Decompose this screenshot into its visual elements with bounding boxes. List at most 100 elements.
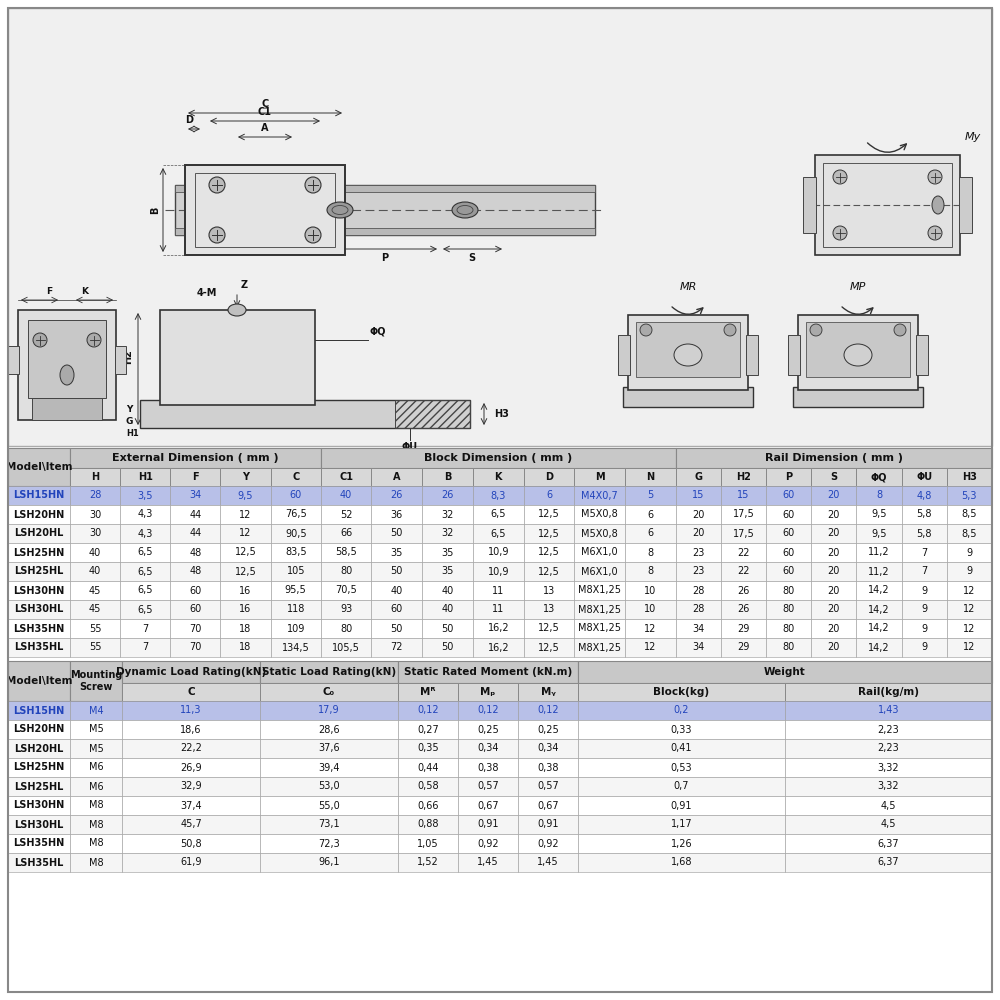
Text: 4,5: 4,5 — [881, 800, 896, 810]
Bar — [458, 739, 518, 758]
Bar — [321, 486, 371, 505]
Bar — [8, 543, 70, 562]
Text: LSH30HN: LSH30HN — [13, 585, 65, 595]
Text: 118: 118 — [287, 604, 305, 614]
Bar — [947, 524, 992, 543]
Bar — [70, 720, 122, 739]
Text: 9: 9 — [921, 585, 927, 595]
Text: 9: 9 — [966, 548, 972, 558]
Text: My: My — [965, 132, 981, 142]
Bar — [70, 661, 122, 701]
Text: 80: 80 — [783, 643, 795, 652]
Bar — [458, 683, 518, 701]
Bar — [766, 581, 811, 600]
Text: LSH35HN: LSH35HN — [13, 838, 65, 848]
Text: 4,3: 4,3 — [138, 528, 153, 538]
Text: M8: M8 — [89, 800, 103, 810]
Text: 12,5: 12,5 — [538, 624, 560, 634]
Bar — [70, 600, 120, 619]
Text: 0,67: 0,67 — [537, 800, 559, 810]
Text: 10,9: 10,9 — [488, 566, 509, 576]
Bar — [220, 600, 271, 619]
Text: 80: 80 — [783, 585, 795, 595]
Text: 5: 5 — [647, 490, 654, 500]
Text: 60: 60 — [189, 585, 202, 595]
Bar — [260, 777, 398, 796]
Bar — [959, 177, 972, 233]
Bar — [70, 581, 120, 600]
Text: 0,91: 0,91 — [537, 820, 559, 830]
Bar — [220, 505, 271, 524]
Bar — [721, 468, 766, 486]
Bar — [8, 581, 70, 600]
Bar — [785, 758, 992, 777]
Text: 28: 28 — [89, 490, 101, 500]
Bar — [115, 346, 126, 374]
Text: 20: 20 — [828, 566, 840, 576]
Bar — [578, 739, 785, 758]
Bar — [422, 581, 473, 600]
Bar — [524, 505, 574, 524]
Bar — [220, 543, 271, 562]
Text: 4-M: 4-M — [197, 288, 217, 298]
Text: M8: M8 — [89, 838, 103, 848]
Bar — [721, 486, 766, 505]
Text: 60: 60 — [783, 566, 795, 576]
Bar — [473, 581, 524, 600]
Text: LSH20HN: LSH20HN — [13, 724, 65, 734]
Bar — [524, 562, 574, 581]
Bar — [574, 581, 625, 600]
Circle shape — [833, 226, 847, 240]
Bar — [625, 600, 676, 619]
Bar — [70, 505, 120, 524]
Text: 20: 20 — [692, 528, 705, 538]
Text: 0,35: 0,35 — [417, 744, 439, 754]
Text: 80: 80 — [340, 566, 352, 576]
Bar — [676, 468, 721, 486]
Bar — [636, 322, 740, 377]
Bar — [120, 619, 170, 638]
Text: LSH35HN: LSH35HN — [13, 624, 65, 634]
Bar — [271, 505, 321, 524]
Text: H2: H2 — [736, 472, 751, 482]
Text: 40: 40 — [391, 585, 403, 595]
Text: M8X1,25: M8X1,25 — [578, 643, 621, 652]
Bar — [676, 581, 721, 600]
Text: Block Dimension ( mm ): Block Dimension ( mm ) — [424, 453, 572, 463]
Text: 20: 20 — [692, 510, 705, 520]
Bar — [856, 619, 902, 638]
Text: External Dimension ( mm ): External Dimension ( mm ) — [112, 453, 279, 463]
Bar — [170, 486, 220, 505]
Text: M5X0,8: M5X0,8 — [581, 528, 618, 538]
Bar — [856, 562, 902, 581]
Text: M5: M5 — [89, 724, 103, 734]
Text: 0,88: 0,88 — [417, 820, 439, 830]
Bar — [578, 815, 785, 834]
Text: C1: C1 — [258, 107, 272, 117]
Bar — [140, 400, 470, 428]
Text: 35: 35 — [441, 566, 454, 576]
Text: H2: H2 — [123, 350, 133, 364]
Text: 0,34: 0,34 — [537, 744, 559, 754]
Text: 0,44: 0,44 — [417, 762, 439, 772]
Bar — [721, 562, 766, 581]
Text: 6,5: 6,5 — [491, 528, 506, 538]
Bar — [811, 505, 856, 524]
Text: 30: 30 — [89, 510, 101, 520]
Bar — [766, 600, 811, 619]
Bar — [856, 486, 902, 505]
Bar — [70, 562, 120, 581]
Bar — [371, 600, 422, 619]
Text: 50: 50 — [391, 624, 403, 634]
Bar — [122, 758, 260, 777]
Text: 70: 70 — [189, 643, 202, 652]
Bar — [70, 468, 120, 486]
Text: LSH30HN: LSH30HN — [13, 800, 65, 810]
Bar — [823, 163, 952, 247]
Text: M6: M6 — [89, 782, 103, 792]
Bar — [947, 581, 992, 600]
Text: 52: 52 — [340, 510, 352, 520]
Bar — [811, 468, 856, 486]
Text: M6X1,0: M6X1,0 — [581, 566, 618, 576]
Text: Y: Y — [126, 406, 132, 414]
